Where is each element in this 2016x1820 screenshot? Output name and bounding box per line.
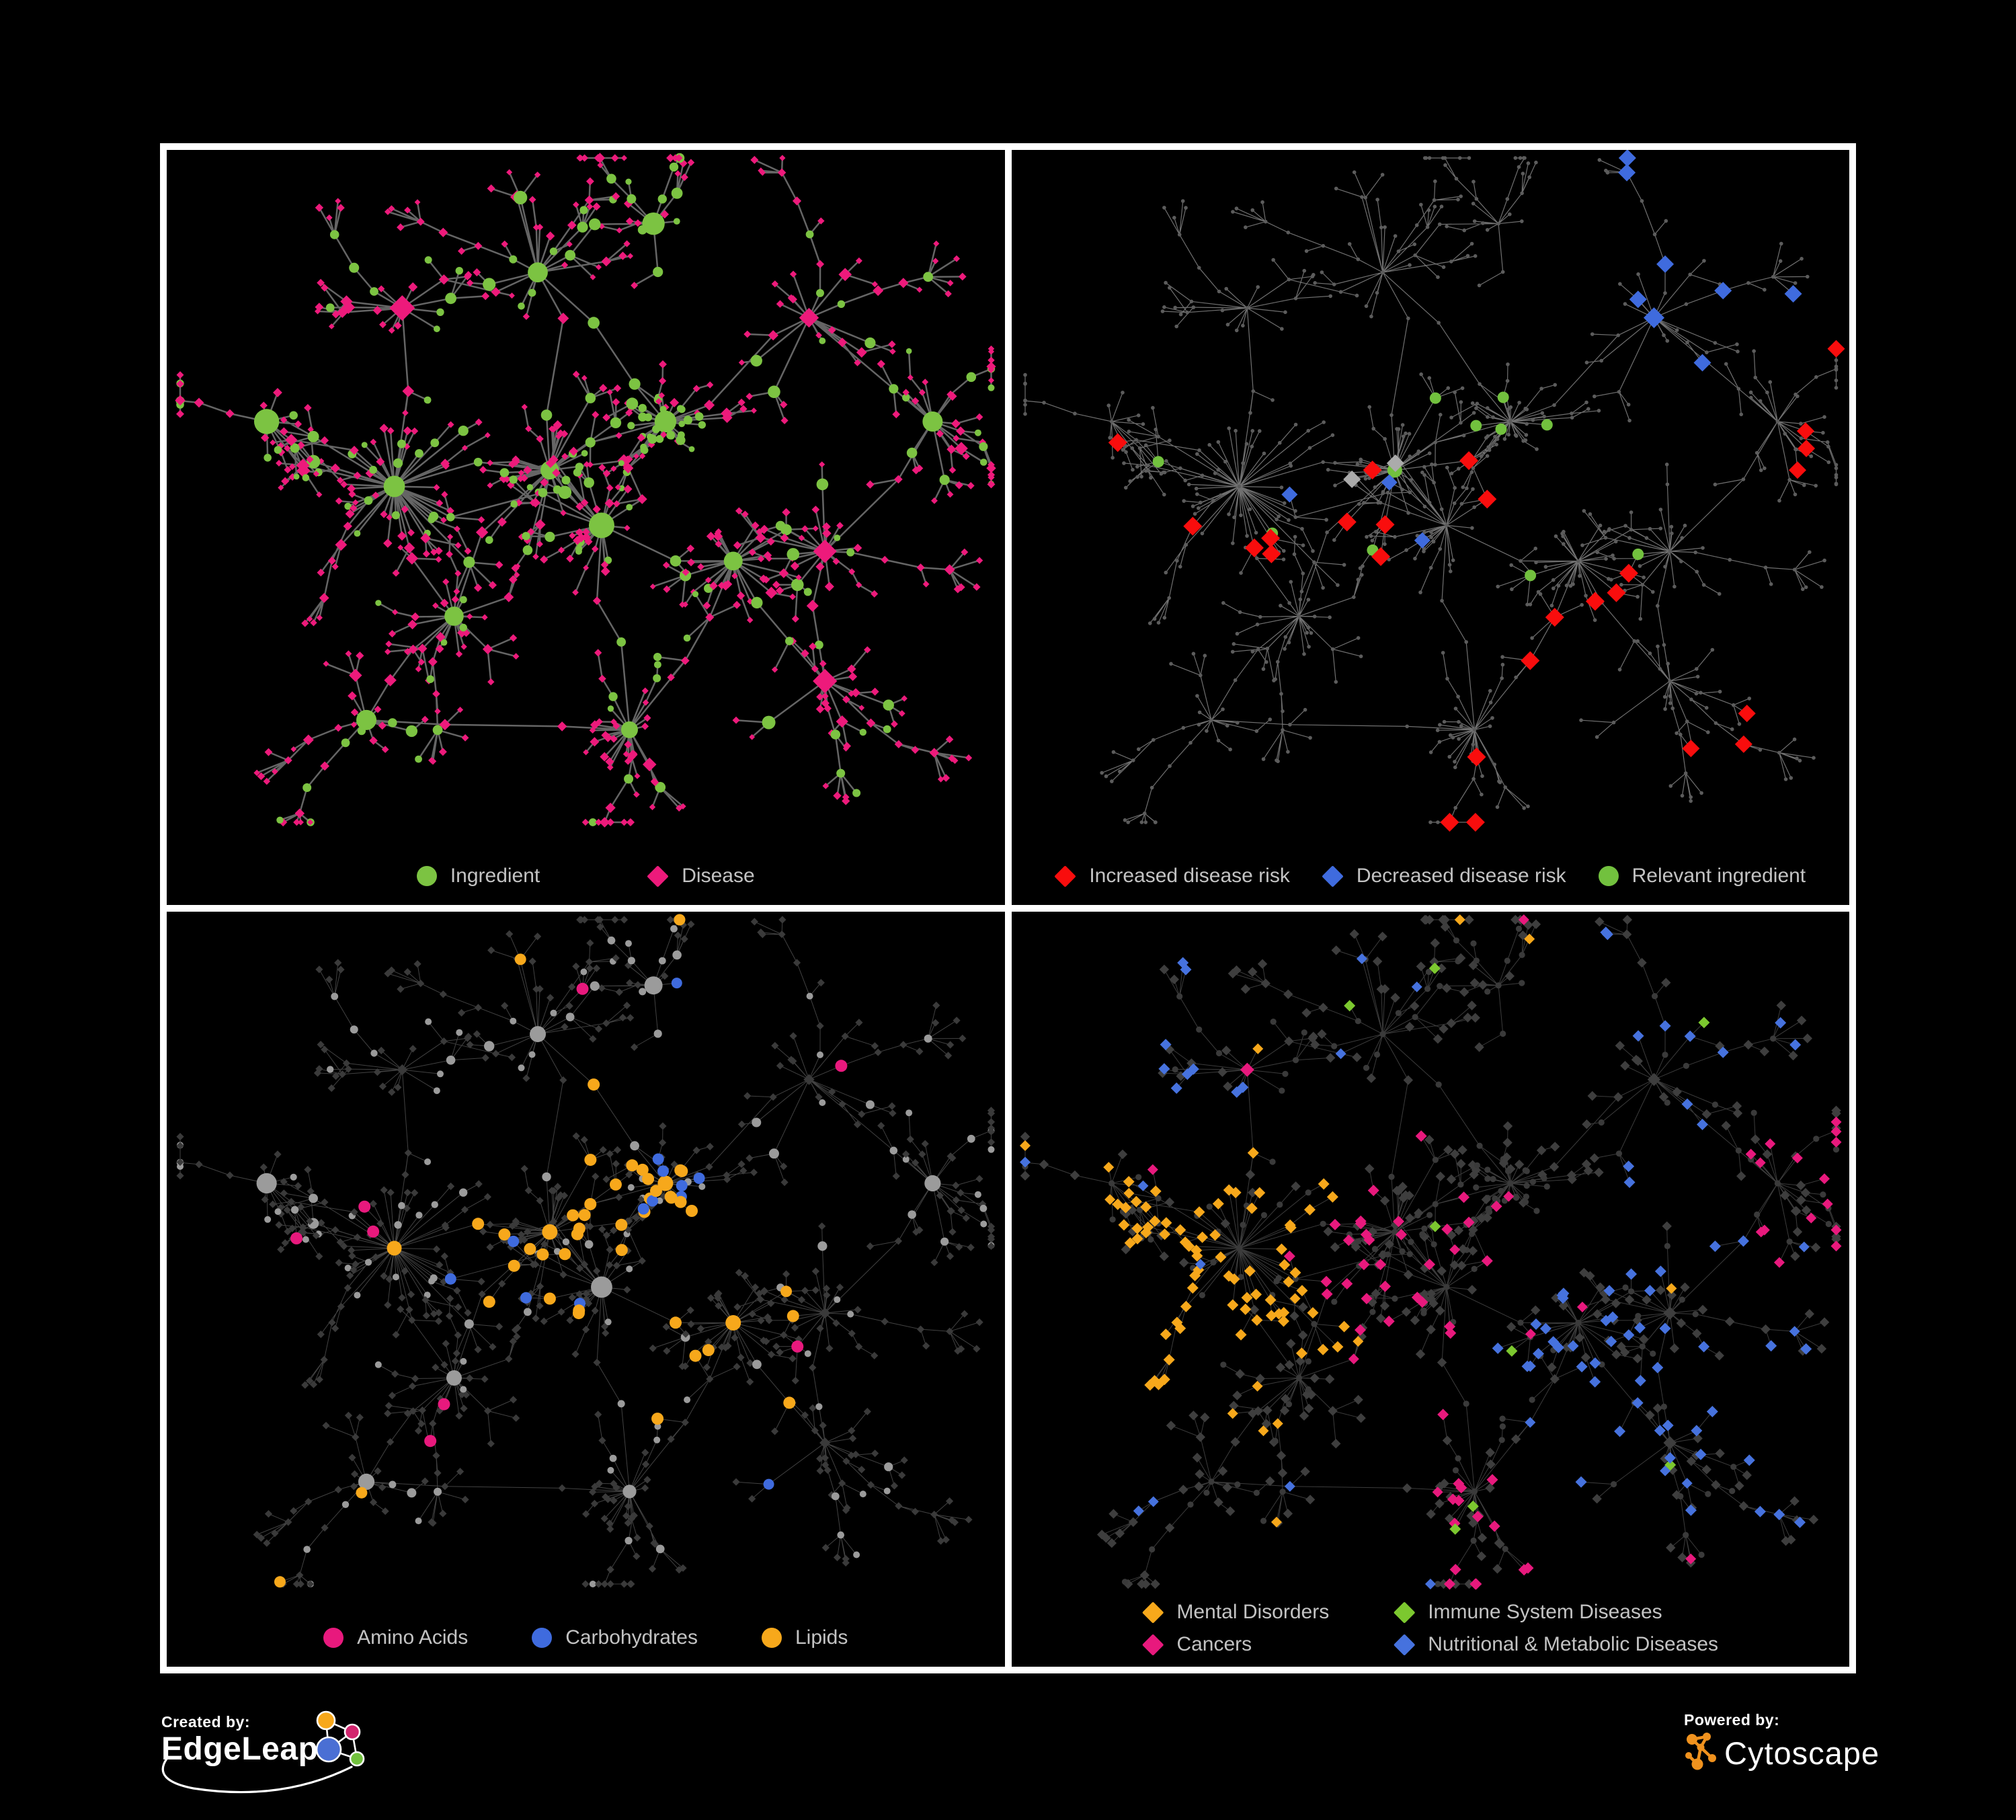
network-graph-disease-categories <box>1019 914 1841 1590</box>
legend-item-label: Increased disease risk <box>1089 865 1290 887</box>
edges-layer <box>1024 157 1837 823</box>
nodes-layer-highlight <box>175 153 996 828</box>
network-graph-ingredient-disease <box>175 153 996 828</box>
cytoscape-logo-icon <box>1685 1733 1716 1770</box>
legend-item-label: Ingredient <box>450 865 540 887</box>
legend-item-label: Disease <box>682 865 755 887</box>
cytoscape-wordmark: Cytoscape <box>1724 1735 1880 1771</box>
panel-disease-categories: Mental Disorders Immune System Diseases Ca… <box>1011 912 1849 1667</box>
diamond-marker-icon <box>1393 1601 1415 1624</box>
legend-disease-categories: Mental Disorders Immune System Diseases Ca… <box>1141 1601 1719 1656</box>
legend-item-label: Mental Disorders <box>1176 1601 1330 1623</box>
legend-item-relevant-ingredient: Relevant ingredient <box>1598 865 1806 887</box>
panel-ingredient-disease: Ingredient Disease <box>167 150 1005 905</box>
diamond-marker-icon <box>1141 1633 1164 1656</box>
panels-grid: Ingredient Disease Increased disease risk… <box>160 143 1856 1673</box>
legend-item-ingredient: Ingredient <box>416 865 540 887</box>
circle-marker-icon <box>323 1628 344 1648</box>
edgeleap-wordmark: EdgeLeap <box>161 1731 319 1767</box>
circle-marker-icon <box>761 1628 782 1648</box>
panel-disease-risk: Increased disease risk Decreased disease … <box>1011 150 1850 905</box>
created-by-credit: Created by: EdgeLeap <box>161 1710 444 1807</box>
network-graph-disease-risk <box>1022 150 1845 832</box>
edges-layer <box>1024 919 1837 1585</box>
network-graph-ingredient-categories <box>176 914 996 1588</box>
circle-marker-icon <box>532 1628 553 1648</box>
nodes-layer-base <box>1020 914 1841 1589</box>
diamond-marker-icon <box>647 865 670 887</box>
legend-item-decreased-disease-risk: Decreased disease risk <box>1322 865 1566 887</box>
legend-item-label: Nutritional & Metabolic Diseases <box>1428 1633 1719 1655</box>
edgeleap-logo-icon <box>161 1710 365 1794</box>
diamond-marker-icon <box>1322 865 1344 887</box>
legend-item-carbohydrates: Carbohydrates <box>532 1626 698 1649</box>
diamond-marker-icon <box>1054 865 1077 887</box>
nodes-layer-base <box>176 916 996 1588</box>
legend-item-label: Decreased disease risk <box>1356 865 1566 887</box>
legend-item-label: Carbohydrates <box>565 1626 698 1649</box>
legend-item-label: Relevant ingredient <box>1631 865 1806 887</box>
legend-item-cancers: Cancers <box>1141 1633 1329 1656</box>
legend-item-nutritional-metabolic-diseases: Nutritional & Metabolic Diseases <box>1393 1633 1719 1656</box>
powered-by-credit: Powered by: Cytoscape <box>1684 1711 1966 1774</box>
legend-item-lipids: Lipids <box>761 1626 848 1649</box>
legend-item-label: Lipids <box>795 1626 848 1649</box>
circle-marker-icon <box>416 866 437 886</box>
legend-item-mental-disorders: Mental Disorders <box>1141 1601 1330 1624</box>
nodes-layer-highlight <box>1019 914 1841 1590</box>
panel-ingredient-categories: Amino Acids Carbohydrates Lipids <box>167 912 1005 1667</box>
legend-item-amino-acids: Amino Acids <box>323 1626 468 1649</box>
created-by-label: Created by: <box>161 1713 251 1731</box>
legend-item-disease: Disease <box>647 865 755 887</box>
diamond-marker-icon <box>1393 1633 1415 1656</box>
diamond-marker-icon <box>1141 1601 1164 1624</box>
legend-item-label: Cancers <box>1176 1633 1252 1655</box>
legend-ingredient-disease: Ingredient Disease <box>167 865 1005 887</box>
legend-item-increased-disease-risk: Increased disease risk <box>1054 865 1290 887</box>
circle-marker-icon <box>1598 866 1619 886</box>
legend-item-immune-system-diseases: Immune System Diseases <box>1393 1601 1718 1624</box>
nodes-layer-base <box>1022 156 1838 824</box>
legend-ingredient-categories: Amino Acids Carbohydrates Lipids <box>167 1626 1005 1649</box>
legend-item-label: Amino Acids <box>357 1626 469 1649</box>
nodes-layer-highlight <box>274 914 848 1588</box>
legend-item-label: Immune System Diseases <box>1428 1601 1662 1623</box>
powered-by-label: Powered by: <box>1684 1711 1780 1729</box>
legend-disease-risk: Increased disease risk Decreased disease … <box>1012 865 1850 887</box>
